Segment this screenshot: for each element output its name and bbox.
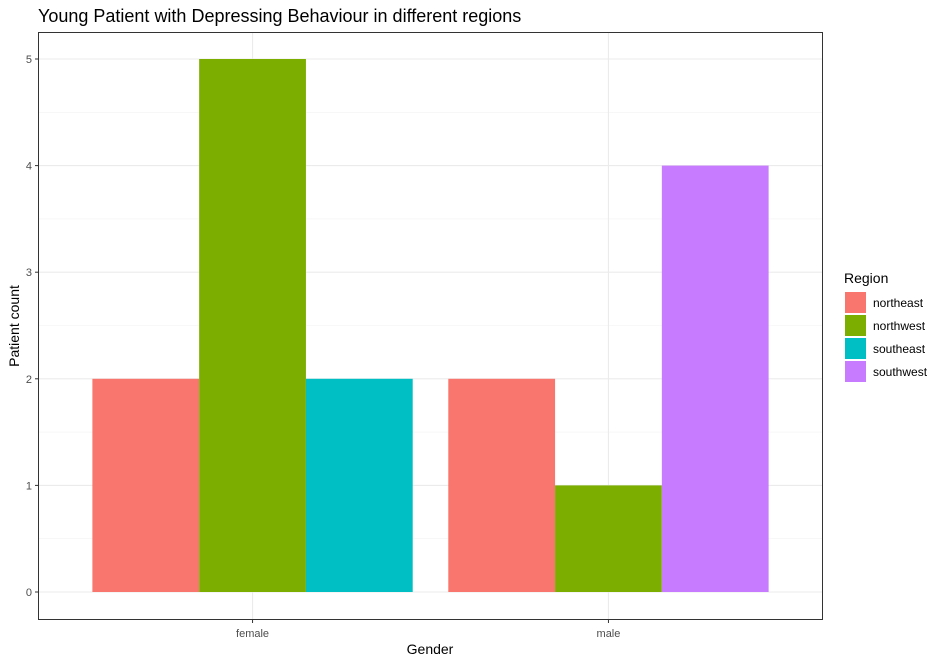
legend-swatch-southwest bbox=[845, 361, 866, 382]
legend-swatch-northwest bbox=[845, 315, 866, 336]
y-tick-label: 1 bbox=[26, 480, 32, 492]
bar-southeast-female bbox=[305, 378, 413, 592]
legend-label-southwest: southwest bbox=[873, 365, 928, 379]
bar-northwest-female bbox=[199, 59, 306, 592]
y-tick-label: 3 bbox=[26, 267, 32, 279]
legend-label-southeast: southeast bbox=[873, 342, 926, 356]
y-tick-label: 5 bbox=[26, 54, 32, 66]
legend-title: Region bbox=[844, 270, 888, 286]
legend-label-northwest: northwest bbox=[873, 319, 926, 333]
x-axis-title: Gender bbox=[407, 641, 454, 657]
legend-swatch-southeast bbox=[845, 338, 866, 359]
plot-panel-border bbox=[38, 32, 823, 620]
y-axis-title: Patient count bbox=[6, 285, 22, 367]
bar-northeast-male bbox=[448, 378, 556, 592]
x-tick-label: female bbox=[236, 628, 269, 640]
y-tick-label: 4 bbox=[26, 161, 32, 173]
legend-label-northeast: northeast bbox=[873, 296, 924, 310]
legend: Region northeast northwest southeast southw… bbox=[844, 270, 928, 382]
legend-swatch-northeast bbox=[845, 292, 866, 313]
chart-title: Young Patient with Depressing Behaviour … bbox=[38, 6, 521, 26]
bar-layer bbox=[92, 59, 769, 592]
x-tick-label: male bbox=[597, 628, 621, 640]
legend-items: northeast northwest southeast southwest bbox=[845, 292, 928, 382]
y-tick-label: 0 bbox=[26, 587, 32, 599]
y-tick-label: 2 bbox=[26, 374, 32, 386]
bar-northwest-male bbox=[555, 485, 662, 592]
bar-southwest-male bbox=[661, 165, 769, 592]
bar-northeast-female bbox=[92, 378, 200, 592]
axis-layer: 0 1 2 3 4 5 female male bbox=[26, 54, 621, 640]
